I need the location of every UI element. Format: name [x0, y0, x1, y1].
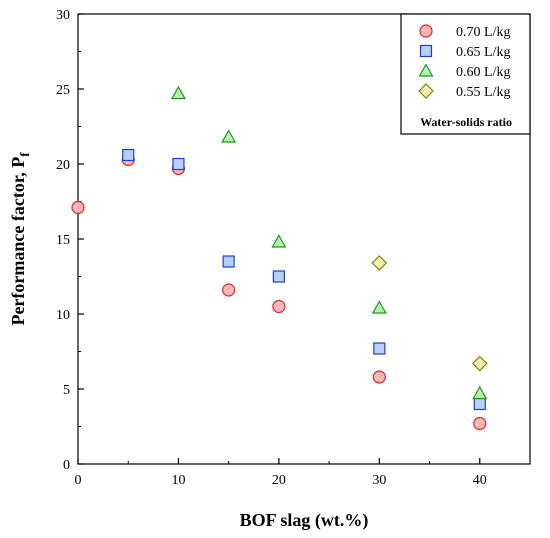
- data-point-circle: [372, 370, 386, 384]
- data-point-triangle: [271, 234, 287, 248]
- data-points: [71, 85, 488, 431]
- data-point-triangle: [170, 85, 186, 100]
- data-point-circle: [71, 200, 85, 215]
- y-tick-label: 15: [56, 233, 70, 248]
- x-tick-label: 0: [75, 473, 82, 488]
- legend-label: 0.65 L/kg: [456, 45, 510, 60]
- x-tick-label: 20: [272, 473, 286, 488]
- y-axis: 0 5 10 15 20 25 30: [56, 8, 84, 473]
- legend-label: 0.70 L/kg: [456, 25, 510, 40]
- x-axis-title: BOF slag (wt.%): [240, 510, 369, 531]
- y-axis-title-main: Performance factor, P: [8, 157, 28, 326]
- legend-marker-diamond: [418, 83, 434, 99]
- data-point-square: [122, 148, 135, 162]
- legend-title: Water-solids ratio: [420, 115, 512, 129]
- data-point-square: [373, 342, 386, 355]
- y-axis-title-subscript: f: [17, 152, 32, 157]
- data-point-diamond: [371, 255, 388, 271]
- data-point-circle: [473, 416, 487, 431]
- data-point-diamond: [471, 355, 488, 372]
- legend-marker-triangle: [418, 63, 434, 77]
- y-tick-label: 20: [56, 158, 70, 173]
- y-tick-label: 5: [63, 383, 70, 398]
- data-point-triangle: [472, 385, 488, 400]
- legend-label: 0.55 L/kg: [456, 85, 510, 100]
- x-tick-label: 40: [473, 473, 487, 488]
- data-point-square: [473, 397, 486, 411]
- data-point-triangle: [371, 300, 387, 314]
- data-point-square: [172, 157, 185, 171]
- legend: Water-solids ratio 0.70 L/kg 0.65 L/kg 0.6…: [400, 13, 531, 135]
- data-point-square: [272, 270, 285, 283]
- legend-marker-square: [419, 44, 433, 58]
- y-tick-label: 25: [56, 83, 70, 98]
- data-point-triangle: [221, 129, 237, 143]
- legend-marker-circle: [419, 24, 433, 38]
- legend-label: 0.60 L/kg: [456, 65, 510, 80]
- y-tick-label: 10: [56, 308, 70, 323]
- x-tick-label: 30: [372, 473, 386, 488]
- data-point-circle: [272, 299, 286, 314]
- y-axis-title: Performance factor, Pf: [8, 152, 32, 326]
- y-tick-label: 0: [63, 458, 70, 473]
- x-tick-label: 10: [171, 473, 185, 488]
- data-point-circle: [222, 283, 236, 297]
- data-point-square: [222, 255, 235, 268]
- y-tick-label: 30: [56, 8, 70, 23]
- x-axis: 0 10 20 30 40: [75, 458, 487, 488]
